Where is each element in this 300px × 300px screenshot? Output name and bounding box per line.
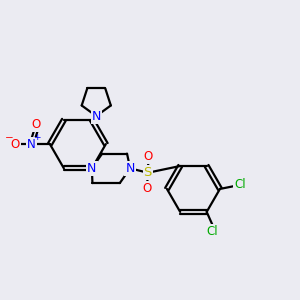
Text: S: S: [144, 166, 152, 179]
Text: N: N: [125, 162, 135, 175]
Text: O: O: [142, 182, 152, 195]
Text: N: N: [87, 162, 97, 175]
Text: O: O: [32, 118, 41, 131]
Text: Cl: Cl: [207, 224, 218, 238]
Text: +: +: [33, 133, 41, 142]
Text: N: N: [27, 138, 36, 151]
Text: Cl: Cl: [234, 178, 246, 191]
Text: O: O: [11, 138, 20, 151]
Text: N: N: [92, 110, 101, 123]
Text: O: O: [144, 150, 153, 164]
Text: −: −: [5, 133, 14, 143]
